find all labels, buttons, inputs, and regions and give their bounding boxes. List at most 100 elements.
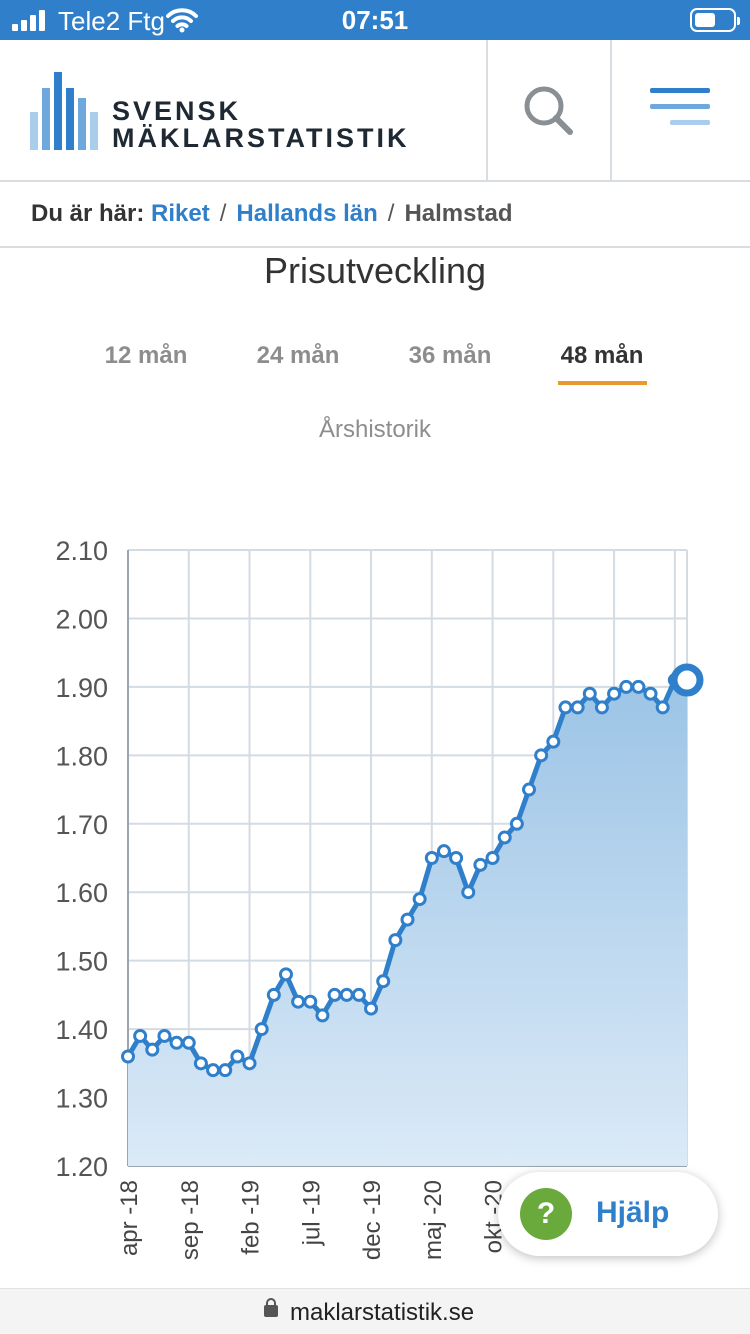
chart-point[interactable] [315,1008,330,1023]
y-tick-label: 1.40 [55,1015,108,1045]
tab-48-months[interactable]: 48 mån [560,342,644,369]
chart-point[interactable] [376,974,391,989]
breadcrumb-item-current: Halmstad [404,200,513,227]
logo-bar [30,112,38,150]
chart-point[interactable] [327,987,342,1002]
help-button[interactable]: ? Hjälp [498,1172,718,1256]
chart-point[interactable] [643,686,658,701]
chart-point[interactable] [461,885,476,900]
chart-point[interactable] [145,1042,160,1057]
chart-point[interactable] [339,987,354,1002]
chart-point[interactable] [436,844,451,859]
chart-point[interactable] [193,1056,208,1071]
x-tick-label: feb -19 [238,1180,265,1255]
header-divider [610,40,612,182]
chart-point[interactable] [522,782,537,797]
chart-point[interactable] [509,816,524,831]
chart-point[interactable] [291,994,306,1009]
chart-point[interactable] [230,1049,245,1064]
site-logo-text[interactable]: SVENSK MÄKLARSTATISTIK [112,98,409,152]
logo-bar [54,72,62,150]
chart-point[interactable] [181,1035,196,1050]
chart-point[interactable] [570,700,585,715]
chart-point[interactable] [558,700,573,715]
chart-point[interactable] [169,1035,184,1050]
search-icon [524,86,573,135]
y-tick-label: 2.10 [55,536,108,566]
price-chart: 1.20 1.30 1.40 1.50 1.60 1.70 1.80 1.90 2.00 2.10… [55,536,704,1260]
breadcrumb-item-hallands-lan[interactable]: Hallands län [236,200,378,227]
chart-point[interactable] [607,686,622,701]
y-tick-label: 1.70 [55,810,108,840]
x-tick-label: dec -19 [359,1180,386,1260]
logo-bar [42,88,50,150]
y-tick-label: 1.30 [55,1084,108,1114]
chart-point[interactable] [266,987,281,1002]
chart-point[interactable] [364,1001,379,1016]
chart-point[interactable] [133,1028,148,1043]
breadcrumb-label: Du är här: [31,200,145,227]
chart-point[interactable] [424,851,439,865]
year-history-link[interactable]: Årshistorik [318,416,432,443]
chart-point[interactable] [534,748,549,763]
chart-point[interactable] [206,1063,221,1078]
y-tick-label: 1.90 [55,673,108,703]
logo-line-1: SVENSK [112,96,242,126]
tab-36-months[interactable]: 36 mån [408,342,492,369]
active-tab-indicator [558,381,647,385]
chart-point[interactable] [278,967,293,982]
chart-point[interactable] [242,1056,257,1071]
chart-point[interactable] [121,1049,135,1064]
chart-point[interactable] [546,734,561,749]
chart-point-highlighted[interactable] [670,663,704,697]
chart-point[interactable] [619,679,634,694]
x-tick-label: maj -20 [420,1180,447,1260]
logo-bar [66,88,74,150]
chart-point[interactable] [485,851,500,865]
chart-point[interactable] [157,1028,172,1043]
y-tick-label: 2.00 [55,604,108,634]
x-tick-label: jul -19 [298,1180,325,1246]
chart-point[interactable] [449,851,464,865]
help-button-label: Hjälp [596,1196,670,1229]
tab-12-months[interactable]: 12 mån [104,342,188,369]
chart-point[interactable] [631,679,646,694]
logo-bars-icon[interactable] [30,72,102,150]
question-icon: ? [520,1188,572,1240]
breadcrumb: Du är här: Riket / Hallands län / Halmstad [0,182,750,248]
logo-line-2: MÄKLARSTATISTIK [112,123,410,153]
menu-button[interactable] [612,40,750,182]
chart-point[interactable] [400,912,415,927]
breadcrumb-separator: / [387,200,395,227]
chart-point[interactable] [388,933,403,948]
chart-point[interactable] [218,1063,233,1078]
chart-point[interactable] [582,686,597,701]
y-tick-label: 1.20 [55,1152,108,1182]
chart-point[interactable] [303,994,318,1009]
chart-point[interactable] [473,857,488,872]
signal-icon [12,9,48,31]
y-tick-label: 1.50 [55,947,108,977]
logo-bar [78,98,86,150]
chart-point[interactable] [351,987,366,1002]
x-tick-label: sep -18 [177,1180,204,1260]
breadcrumb-item-riket[interactable]: Riket [151,200,210,227]
chart-point[interactable] [497,830,512,845]
logo-bar [90,112,98,150]
page-title: Prisutveckling [263,250,487,291]
clock: 07:51 [341,5,409,35]
chart-point[interactable] [594,700,609,715]
browser-url-bar[interactable]: maklarstatistik.se [0,1288,750,1334]
tab-24-months[interactable]: 24 mån [256,342,340,369]
url-text: maklarstatistik.se [290,1299,475,1326]
search-button[interactable] [488,40,610,182]
wifi-icon [166,8,198,33]
chart-point[interactable] [655,700,670,715]
site-header: SVENSK MÄKLARSTATISTIK [0,40,750,182]
chart-point[interactable] [254,1022,269,1037]
y-tick-label: 1.60 [55,878,108,908]
header-divider [486,40,488,182]
breadcrumb-separator: / [219,200,227,227]
lock-icon [264,1298,278,1317]
chart-point[interactable] [412,892,427,907]
